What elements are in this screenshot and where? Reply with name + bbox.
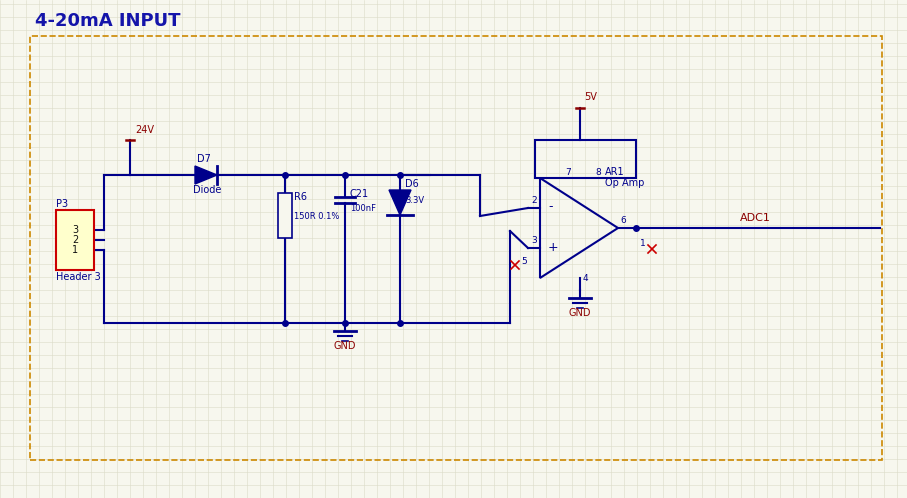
Text: 3.3V: 3.3V <box>405 196 424 205</box>
Text: 3: 3 <box>72 225 78 235</box>
Text: 100nF: 100nF <box>350 204 376 213</box>
Text: 1: 1 <box>72 245 78 255</box>
Text: 2: 2 <box>532 196 537 205</box>
Text: 150R 0.1%: 150R 0.1% <box>294 212 339 221</box>
Bar <box>56 210 94 270</box>
Bar <box>535 140 636 178</box>
Text: D7: D7 <box>197 154 210 164</box>
Text: Op Amp: Op Amp <box>605 178 644 188</box>
Text: 7: 7 <box>565 168 571 177</box>
Text: 5V: 5V <box>584 92 597 102</box>
Text: 2: 2 <box>72 235 78 245</box>
Text: -: - <box>548 201 552 214</box>
Text: 24V: 24V <box>135 125 154 135</box>
Text: 8: 8 <box>595 168 600 177</box>
Text: AR1: AR1 <box>605 167 625 177</box>
Text: R6: R6 <box>294 192 307 202</box>
Text: P3: P3 <box>56 199 68 209</box>
Text: Header 3: Header 3 <box>56 272 101 282</box>
Text: D6: D6 <box>405 179 419 189</box>
Text: 4-20mA INPUT: 4-20mA INPUT <box>35 12 180 30</box>
Text: Diode: Diode <box>193 185 221 195</box>
Text: 4: 4 <box>583 274 589 283</box>
Text: GND: GND <box>569 308 591 318</box>
Polygon shape <box>195 166 217 184</box>
Text: GND: GND <box>334 341 356 351</box>
Text: 5: 5 <box>521 257 527 266</box>
Bar <box>30 36 882 460</box>
Text: C21: C21 <box>350 189 369 199</box>
Polygon shape <box>389 190 411 215</box>
Text: 3: 3 <box>532 236 537 245</box>
Text: 6: 6 <box>620 216 626 225</box>
Bar <box>278 193 292 238</box>
Text: +: + <box>548 241 559 253</box>
Text: ADC1: ADC1 <box>740 213 771 223</box>
Text: 1: 1 <box>640 239 646 248</box>
